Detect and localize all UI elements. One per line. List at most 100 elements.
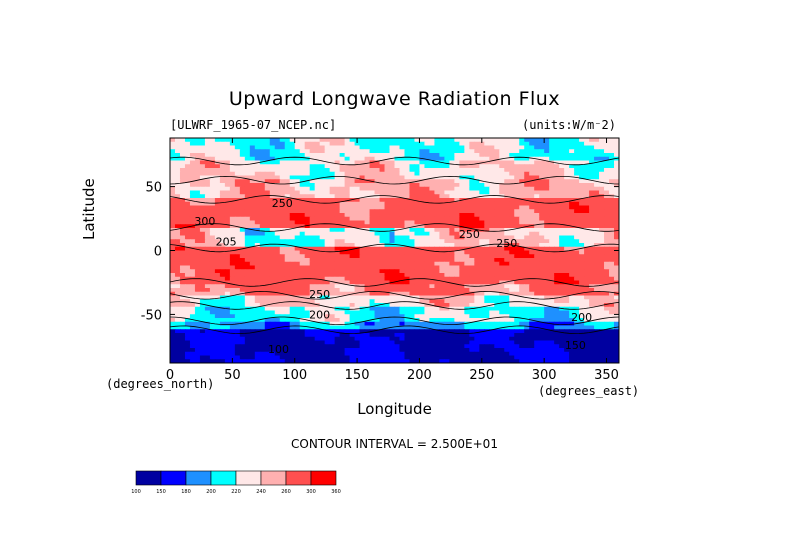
heatmap-cell	[364, 138, 371, 143]
heatmap-cell	[234, 265, 241, 270]
heatmap-cell	[344, 329, 351, 334]
heatmap-cell	[419, 164, 426, 169]
heatmap-cell	[509, 160, 515, 165]
heatmap-cell	[294, 325, 301, 330]
heatmap-cell	[479, 231, 485, 237]
heatmap-cell	[334, 333, 341, 338]
heatmap-cell	[354, 168, 361, 173]
heatmap-cell	[449, 340, 455, 345]
heatmap-cell	[559, 299, 565, 304]
heatmap-cell	[454, 213, 460, 218]
heatmap-cell	[584, 220, 590, 225]
heatmap-cell	[299, 299, 306, 304]
heatmap-cell	[249, 333, 256, 338]
heatmap-cell	[239, 164, 246, 169]
heatmap-cell	[579, 340, 585, 345]
heatmap-cell	[524, 340, 530, 345]
heatmap-cell	[494, 138, 500, 143]
heatmap-cell	[179, 246, 186, 252]
heatmap-cell	[199, 194, 206, 199]
heatmap-cell	[544, 138, 550, 143]
heatmap-cell	[364, 250, 371, 255]
heatmap-cell	[474, 198, 480, 203]
heatmap-cell	[309, 213, 316, 218]
heatmap-cell	[309, 183, 316, 188]
heatmap-cell	[574, 156, 580, 162]
heatmap-cell	[249, 224, 256, 229]
heatmap-cell	[574, 276, 580, 282]
heatmap-cell	[609, 141, 615, 147]
heatmap-cell	[354, 243, 361, 248]
heatmap-cell	[464, 160, 470, 165]
heatmap-cell	[184, 261, 191, 267]
heatmap-cell	[559, 273, 565, 278]
heatmap-cell	[554, 321, 560, 327]
heatmap-cell	[204, 179, 211, 184]
heatmap-cell	[329, 265, 336, 270]
heatmap-cell	[429, 261, 436, 267]
heatmap-cell	[309, 299, 316, 304]
heatmap-cell	[414, 336, 421, 342]
heatmap-cell	[529, 216, 535, 222]
heatmap-cell	[534, 280, 540, 285]
heatmap-cell	[259, 261, 266, 267]
heatmap-cell	[334, 336, 341, 342]
heatmap-cell	[234, 284, 241, 289]
heatmap-cell	[594, 186, 600, 192]
heatmap-cell	[404, 153, 411, 158]
heatmap-cell	[214, 258, 221, 263]
heatmap-cell	[419, 171, 426, 177]
heatmap-cell	[289, 243, 296, 248]
heatmap-cell	[514, 269, 520, 274]
heatmap-cell	[244, 145, 251, 150]
heatmap-cell	[584, 261, 590, 267]
heatmap-cell	[394, 205, 401, 210]
heatmap-cell	[559, 171, 565, 177]
heatmap-cell	[544, 261, 550, 267]
heatmap-cell	[549, 198, 555, 203]
heatmap-cell	[454, 183, 460, 188]
heatmap-cell	[294, 329, 301, 334]
heatmap-cell	[464, 205, 470, 210]
heatmap-cell	[474, 171, 480, 177]
heatmap-cell	[379, 303, 386, 308]
heatmap-cell	[389, 276, 396, 282]
heatmap-cell	[434, 205, 440, 210]
heatmap-cell	[399, 220, 406, 225]
heatmap-cell	[374, 216, 381, 222]
heatmap-cell	[414, 153, 421, 158]
heatmap-cell	[279, 288, 286, 293]
heatmap-cell	[189, 198, 196, 203]
heatmap-cell	[564, 299, 570, 304]
heatmap-cell	[354, 299, 361, 304]
heatmap-cell	[319, 201, 326, 207]
heatmap-cell	[474, 310, 480, 315]
heatmap-cell	[519, 250, 525, 255]
heatmap-cell	[444, 231, 450, 237]
heatmap-cell	[364, 216, 371, 222]
heatmap-cell	[614, 156, 619, 162]
heatmap-cell	[569, 209, 575, 214]
heatmap-cell	[369, 190, 376, 195]
heatmap-cell	[559, 145, 565, 150]
heatmap-cell	[184, 171, 191, 177]
heatmap-cell	[319, 149, 326, 154]
heatmap-cell	[484, 145, 490, 150]
heatmap-cell	[439, 164, 445, 169]
heatmap-cell	[339, 310, 346, 315]
heatmap-cell	[209, 261, 216, 267]
heatmap-cell	[274, 258, 281, 263]
heatmap-cell	[339, 329, 346, 334]
heatmap-cell	[614, 145, 619, 150]
heatmap-cell	[349, 209, 356, 214]
heatmap-cell	[274, 318, 281, 323]
heatmap-cell	[334, 205, 341, 210]
heatmap-cell	[189, 318, 196, 323]
heatmap-cell	[474, 213, 480, 218]
heatmap-cell	[349, 171, 356, 177]
heatmap-cell	[304, 209, 311, 214]
heatmap-cell	[429, 288, 436, 293]
heatmap-cell	[384, 254, 391, 259]
heatmap-cell	[234, 216, 241, 222]
heatmap-cell	[304, 284, 311, 289]
